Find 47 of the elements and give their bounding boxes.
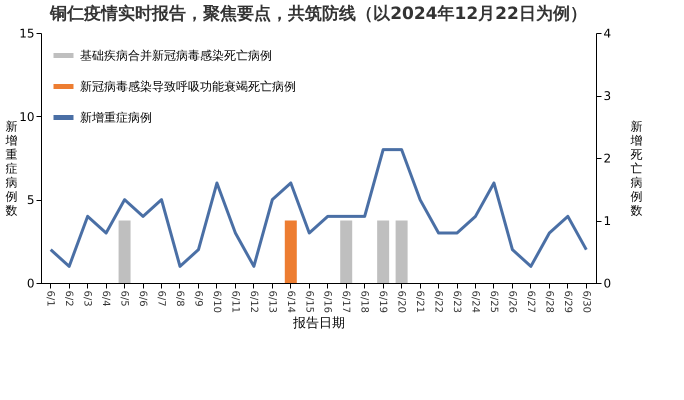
x-tick-label: 6/1 [44, 290, 56, 307]
x-tick-label: 6/3 [82, 290, 93, 307]
y2-tick-label: 2 [604, 152, 612, 166]
x-tick-label: 6/18 [358, 290, 370, 313]
x-tick-label: 6/27 [524, 290, 536, 313]
x-tick-label: 6/22 [432, 290, 444, 313]
x-tick-label: 6/30 [580, 290, 592, 313]
line-series [49, 148, 588, 268]
x-tick-label: 6/4 [100, 290, 112, 307]
y-tick-label: 0 [26, 276, 34, 290]
x-tick-label: 6/24 [469, 290, 480, 313]
x-tick-label: 6/15 [303, 290, 314, 313]
x-tick-label: 6/8 [174, 290, 185, 307]
x-tick-label: 6/2 [63, 290, 74, 307]
x-tick-label: 6/21 [414, 290, 426, 313]
x-axis-title: 报告日期 [292, 316, 345, 331]
x-tick-label: 6/23 [451, 290, 462, 313]
x-tick-label: 6/19 [377, 290, 388, 313]
x-tick-label: 6/10 [210, 290, 222, 313]
x-tick-label: 6/9 [192, 290, 204, 307]
x-tick-label: 6/17 [340, 290, 352, 313]
chart-title: 铜仁疫情实时报告，聚焦要点，共筑防线（以2024年12月22日为例） [49, 4, 587, 24]
x-tick-label: 6/26 [506, 290, 518, 313]
legend-label: 新冠病毒感染导致呼吸功能衰竭死亡病例 [80, 80, 296, 94]
x-tick-label: 6/14 [284, 290, 296, 313]
y-tick-label: 15 [19, 26, 34, 40]
x-tick-label: 6/28 [543, 290, 554, 313]
legend-label: 新增重症病例 [80, 110, 152, 124]
y2-tick-label: 1 [604, 214, 612, 228]
x-tick-label: 6/29 [562, 290, 573, 313]
x-tick-label: 6/7 [156, 290, 167, 307]
y2-tick-label: 4 [604, 26, 612, 40]
x-tick-label: 6/13 [266, 290, 278, 313]
y2-tick-label: 0 [604, 276, 612, 290]
x-tick-label: 6/20 [396, 290, 407, 313]
x-tick-label: 6/11 [229, 290, 240, 313]
x-tick-label: 6/25 [488, 290, 499, 313]
x-tick-label: 6/6 [137, 290, 148, 307]
y-tick-label: 10 [19, 110, 34, 124]
x-tick-label: 6/12 [248, 290, 259, 313]
y2-axis-title: 新增死亡病例数 [630, 120, 642, 218]
legend-label: 基础疾病合并新冠病毒感染死亡病例 [80, 48, 272, 62]
y-axis-title: 新增重症病例数 [4, 120, 18, 218]
x-tick-label: 6/16 [322, 290, 333, 313]
x-tick-label: 6/5 [118, 290, 130, 307]
y-tick-label: 5 [26, 193, 34, 208]
y2-tick-label: 3 [604, 89, 612, 103]
